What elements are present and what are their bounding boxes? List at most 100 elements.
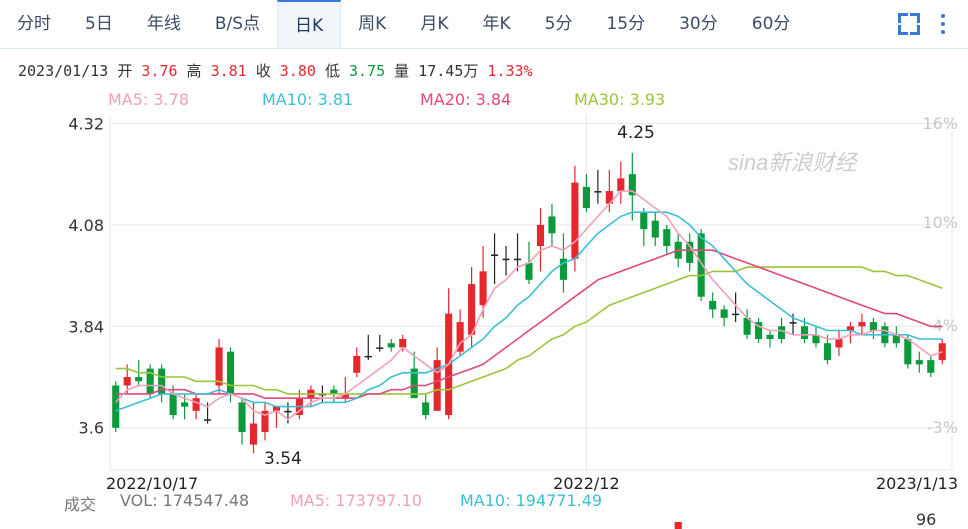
candle-body (364, 355, 372, 358)
tab-daily-k[interactable]: 日K (277, 0, 342, 48)
candle-body (410, 368, 418, 399)
candle-body (536, 224, 545, 247)
tab-5day[interactable]: 5日 (85, 14, 113, 34)
volume-label: 量 (394, 62, 410, 80)
volume-axis-top-label: 96 (916, 510, 936, 529)
percent-tick-label: -3% (927, 418, 958, 437)
percent-tick-label: 16% (922, 114, 958, 133)
candle (846, 322, 854, 344)
candle (743, 309, 751, 339)
candle (158, 364, 166, 403)
candle-body (376, 347, 384, 349)
tab-intraday[interactable]: 分时 (17, 14, 51, 34)
ma5-legend: MA5: 3.78 (108, 90, 190, 109)
ma30-line (115, 266, 943, 395)
candle (491, 233, 499, 285)
candle-body (272, 406, 281, 411)
percent-tick-label: 4% (933, 316, 958, 335)
price-tick-label: 4.32 (68, 114, 104, 133)
candle (709, 292, 717, 318)
candle (387, 338, 395, 352)
candle-body (640, 212, 648, 230)
candle (617, 161, 625, 204)
tab-bs-points[interactable]: B/S点 (214, 14, 261, 34)
candle (364, 334, 372, 361)
candle-body (869, 322, 877, 331)
candle-body (651, 220, 659, 238)
candle (720, 305, 728, 327)
candle-body (835, 338, 843, 348)
tab-15min[interactable]: 15分 (606, 14, 646, 34)
candle (284, 402, 292, 424)
candle (812, 326, 820, 348)
candle-body (732, 313, 740, 316)
price-tick-label: 3.6 (79, 419, 104, 438)
candle (697, 229, 705, 301)
candle (479, 246, 487, 318)
candle-body (743, 317, 751, 335)
ma20-legend: MA20: 3.84 (420, 90, 512, 109)
ma10-legend: MA10: 3.81 (262, 90, 354, 109)
candle-body (720, 309, 728, 318)
tab-60min[interactable]: 60分 (751, 14, 791, 34)
candle-body (433, 360, 441, 411)
candle-body (502, 258, 510, 261)
candle-body (135, 377, 143, 382)
candle-body (617, 178, 625, 192)
candle (456, 309, 464, 356)
candle-body (341, 393, 349, 399)
candle-body (399, 338, 407, 348)
percent-tick-label: 10% (922, 213, 958, 232)
candle-body (582, 186, 590, 208)
candle-body (594, 191, 602, 193)
volume-label: 成交 (64, 495, 97, 514)
candle (732, 292, 740, 323)
tab-5min[interactable]: 5分 (544, 14, 573, 34)
fullscreen-icon[interactable] (898, 13, 920, 35)
candle-body (215, 347, 223, 386)
ma30-legend: MA30: 3.93 (574, 90, 666, 109)
candle-body (927, 360, 935, 373)
candle-body (513, 258, 522, 261)
candle (915, 351, 923, 373)
candle (146, 364, 154, 399)
candle (858, 313, 866, 335)
more-vertical-icon[interactable] (940, 14, 946, 34)
candle-body (525, 262, 533, 280)
tab-weekly-k[interactable]: 周K (358, 14, 387, 34)
period-tab-bar: 分时 5日 年线 B/S点 日K 周K 月K 年K 5分 15分 30分 60分 (0, 0, 968, 49)
candle-body (330, 389, 338, 394)
candle (663, 224, 671, 255)
tab-30min[interactable]: 30分 (679, 14, 718, 34)
candle-body (112, 385, 120, 428)
candle (869, 317, 877, 339)
volume-value: 17.45万 (418, 62, 479, 80)
date-tick-label: 2022/10/17 (106, 474, 198, 493)
candle-body (158, 368, 166, 394)
tab-yearly-k[interactable]: 年K (482, 14, 511, 34)
candle-body (800, 326, 809, 339)
date-axis: 2022/10/17 2022/12 2023/1/13 (106, 474, 958, 493)
min-price-annotation: 3.54 (264, 449, 302, 469)
ma-lines (115, 190, 943, 421)
volume-bar-peek (674, 522, 682, 529)
tab-monthly-k[interactable]: 月K (420, 14, 449, 34)
candle-body (192, 398, 200, 411)
candle (215, 338, 223, 394)
candle (582, 174, 590, 213)
tab-yearline[interactable]: 年线 (146, 14, 181, 34)
candle-body (353, 355, 361, 373)
candle-body (479, 271, 487, 306)
candle-body (146, 368, 154, 394)
close-label: 收 (255, 62, 271, 80)
candle-body (571, 182, 579, 259)
candle (594, 169, 602, 204)
candle-body (663, 229, 671, 247)
candle-body (915, 360, 923, 365)
candle-body (766, 334, 774, 339)
open-label: 开 (117, 62, 133, 80)
candle-body (812, 334, 820, 344)
candle-body (491, 254, 499, 256)
candle-body (628, 174, 636, 196)
